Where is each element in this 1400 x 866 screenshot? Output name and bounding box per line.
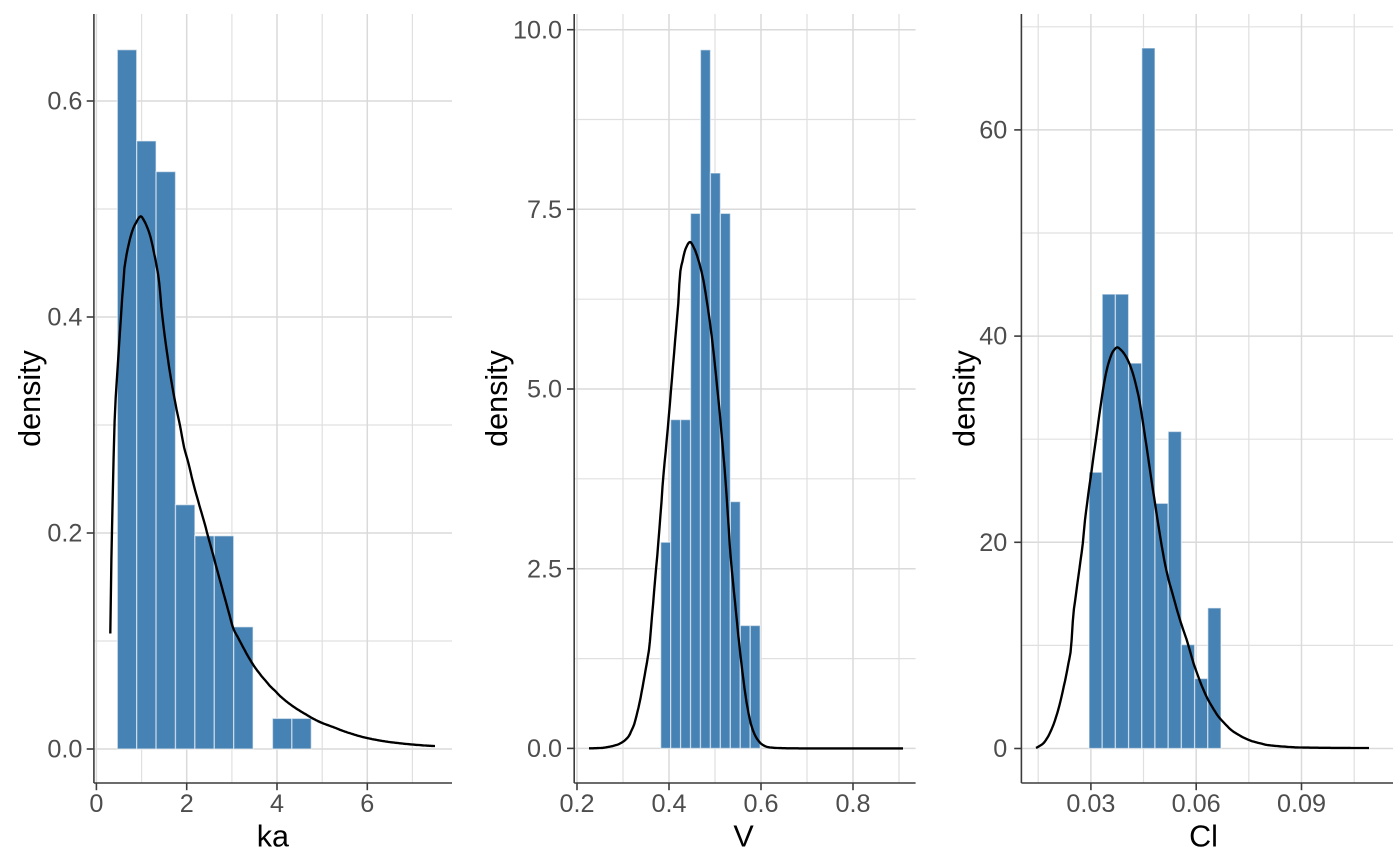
svg-text:0.8: 0.8 (835, 790, 870, 818)
svg-text:0.4: 0.4 (47, 304, 82, 332)
svg-text:density: density (13, 349, 47, 446)
svg-text:60: 60 (979, 117, 1007, 145)
svg-text:0.6: 0.6 (743, 790, 778, 818)
svg-text:0.06: 0.06 (1172, 790, 1221, 818)
svg-text:10.0: 10.0 (513, 16, 562, 44)
svg-text:V: V (733, 820, 754, 854)
svg-text:0.4: 0.4 (651, 790, 686, 818)
svg-text:Cl: Cl (1189, 820, 1218, 854)
svg-text:2.5: 2.5 (527, 555, 562, 583)
svg-text:density: density (947, 349, 981, 446)
svg-text:2: 2 (180, 790, 194, 818)
svg-text:0.0: 0.0 (47, 736, 82, 764)
svg-text:ka: ka (257, 820, 289, 854)
svg-text:0.09: 0.09 (1277, 790, 1326, 818)
svg-text:7.5: 7.5 (527, 196, 562, 224)
svg-text:40: 40 (979, 323, 1007, 351)
svg-text:0.0: 0.0 (527, 735, 562, 763)
svg-text:20: 20 (979, 529, 1007, 557)
svg-text:0: 0 (993, 735, 1007, 763)
svg-text:0: 0 (89, 790, 103, 818)
svg-text:0.6: 0.6 (47, 88, 82, 116)
svg-text:0.2: 0.2 (47, 520, 82, 548)
svg-text:0.03: 0.03 (1066, 790, 1115, 818)
svg-text:5.0: 5.0 (527, 376, 562, 404)
svg-text:density: density (480, 349, 514, 446)
svg-text:4: 4 (270, 790, 284, 818)
svg-text:0.2: 0.2 (559, 790, 594, 818)
svg-text:6: 6 (360, 790, 374, 818)
